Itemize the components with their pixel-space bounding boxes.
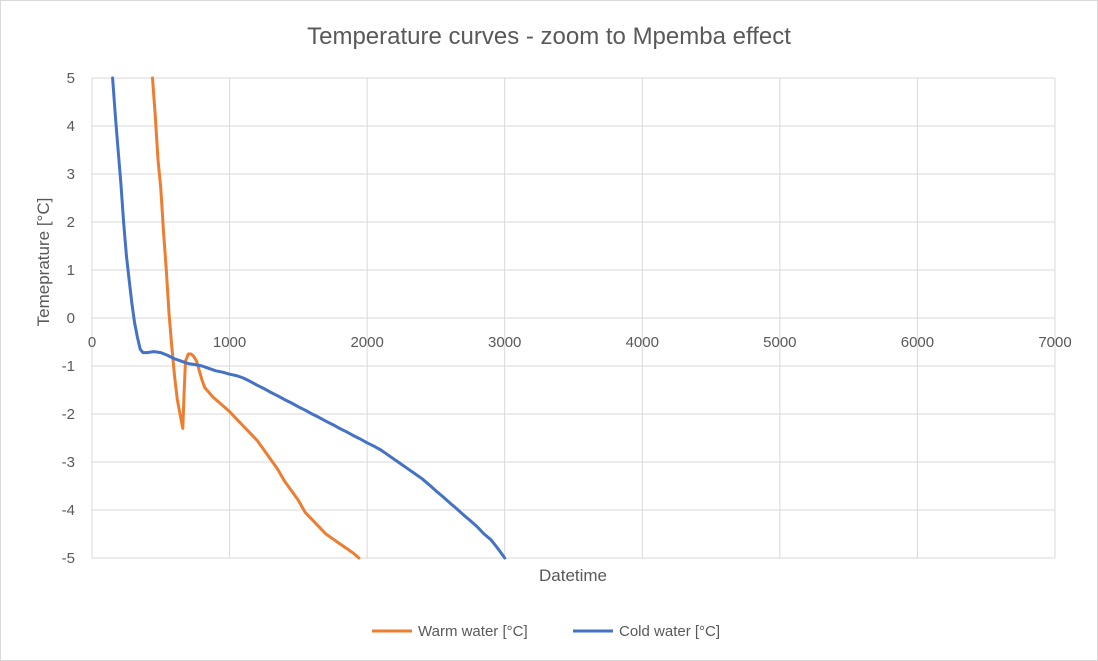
y-tick-label: -2	[62, 406, 75, 423]
y-tick-label: 3	[67, 166, 75, 183]
y-tick-label: -1	[62, 358, 75, 375]
x-tick-label: 5000	[763, 334, 796, 351]
x-tick-label: 4000	[626, 334, 659, 351]
x-tick-label: 6000	[901, 334, 934, 351]
x-tick-label: 0	[88, 334, 96, 351]
y-axis-title: Temeprature [°C]	[34, 198, 53, 327]
grid	[91, 77, 1056, 559]
x-tick-label: 2000	[350, 334, 383, 351]
legend-label-cold: Cold water [°C]	[619, 623, 720, 640]
legend-label-warm: Warm water [°C]	[418, 623, 528, 640]
legend: Warm water [°C] Cold water [°C]	[372, 623, 720, 640]
x-tick-label: 1000	[213, 334, 246, 351]
y-tick-label: 5	[67, 70, 75, 87]
x-tick-label: 3000	[488, 334, 521, 351]
chart-title: Temperature curves - zoom to Mpemba effe…	[307, 23, 791, 50]
y-tick-label: 0	[67, 310, 75, 327]
x-axis-title: Datetime	[539, 566, 607, 585]
y-tick-label: -3	[62, 454, 75, 471]
series-line-cold-water	[111, 76, 507, 560]
y-tick-label: -4	[62, 502, 75, 519]
y-tick-label: 2	[67, 214, 75, 231]
y-tick-label: -5	[62, 550, 75, 567]
series-lines	[111, 76, 507, 560]
x-tick-label: 7000	[1038, 334, 1071, 351]
y-tick-label: 1	[67, 262, 75, 279]
y-tick-label: 4	[67, 118, 75, 135]
axis-ticks: 5 4 3 2 1 0 -1 -2 -3 -4 -5 0 1000 2000 3000 4000 5000 600…	[62, 70, 1072, 567]
